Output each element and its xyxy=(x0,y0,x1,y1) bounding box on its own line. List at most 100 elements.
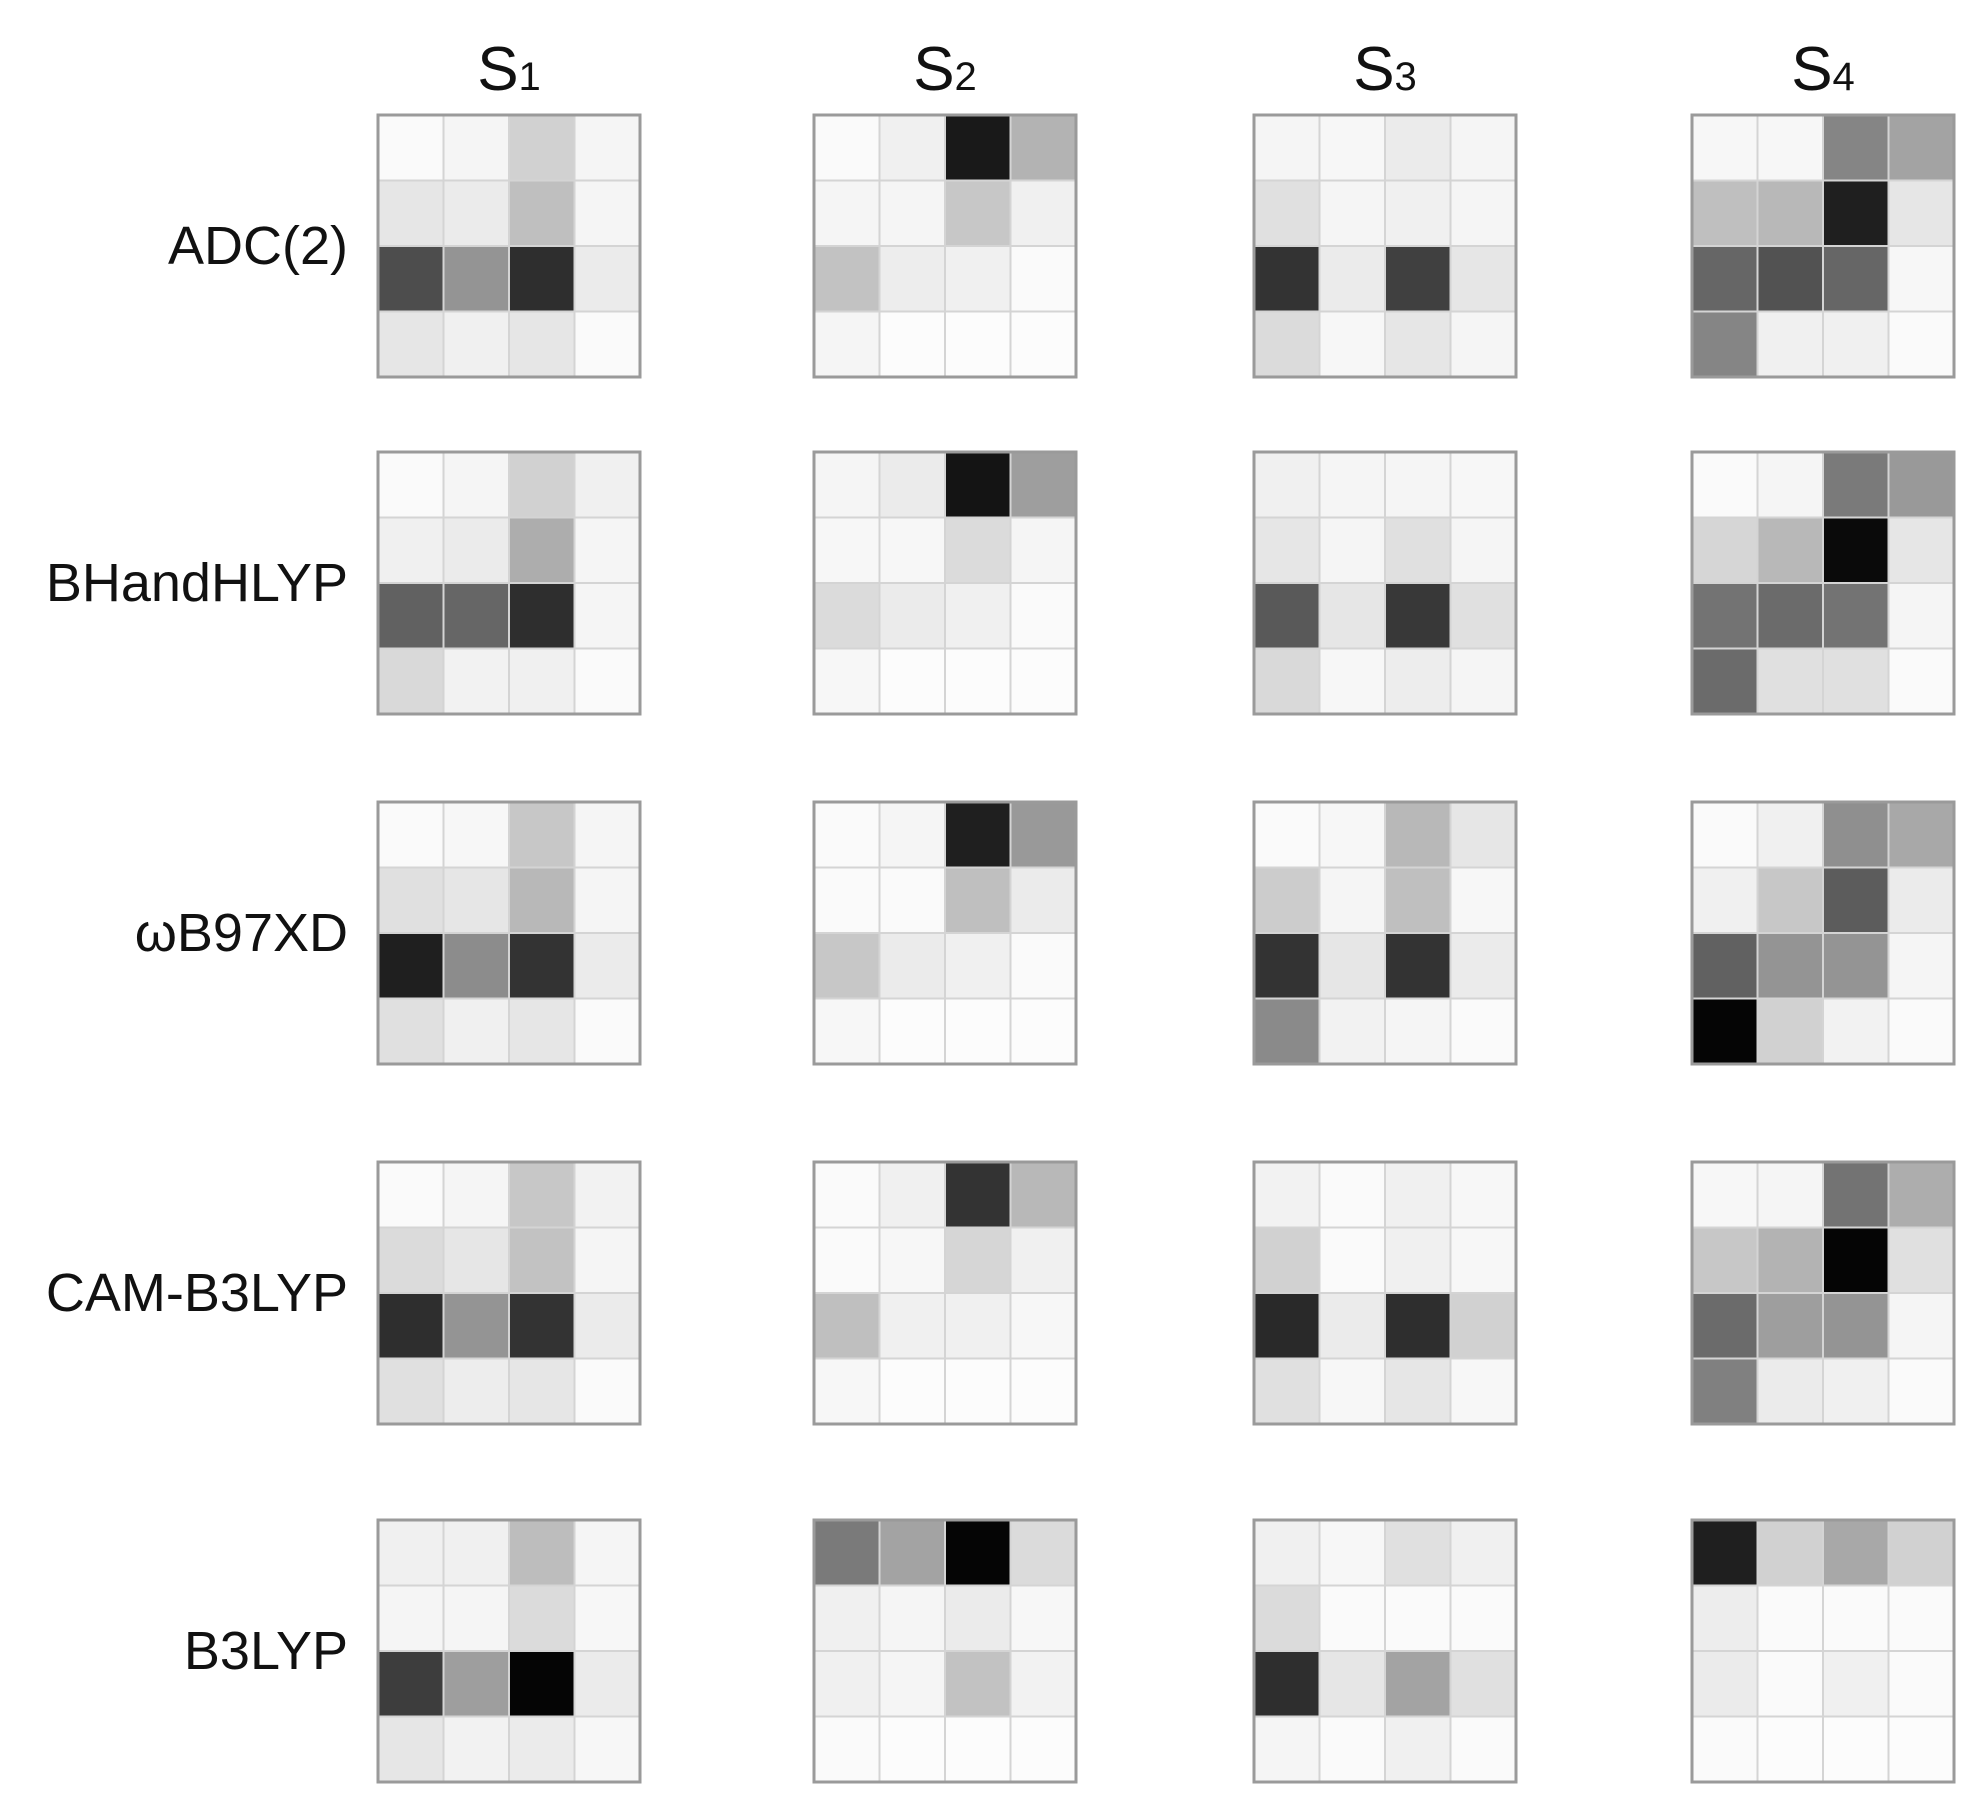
heatmap-cell xyxy=(813,1357,881,1425)
heatmap-cell xyxy=(813,1519,881,1587)
heatmap-cell xyxy=(377,114,445,182)
heatmap-cell xyxy=(1887,997,1955,1065)
heatmap-cell xyxy=(1691,114,1759,182)
heatmap-cell xyxy=(813,1161,881,1229)
heatmap-cell xyxy=(1822,582,1890,650)
heatmap-cell xyxy=(508,1292,576,1360)
heatmap-cell xyxy=(508,179,576,247)
heatmap-cell xyxy=(442,1161,510,1229)
heatmap-cell xyxy=(1384,310,1452,378)
heatmap-cell xyxy=(1384,1226,1452,1294)
heatmap-cell xyxy=(1253,179,1321,247)
heatmap-cell xyxy=(573,582,641,650)
heatmap-cell xyxy=(377,1292,445,1360)
heatmap-cell xyxy=(1253,1715,1321,1783)
heatmap-cell xyxy=(1384,866,1452,934)
heatmap-cell xyxy=(377,647,445,715)
heatmap-cell xyxy=(944,1292,1012,1360)
heatmap-cell xyxy=(1009,1715,1077,1783)
heatmap-cell xyxy=(377,179,445,247)
heatmap-cell xyxy=(878,245,946,313)
panel-frame xyxy=(1252,113,1518,379)
heatmap-cell xyxy=(1887,516,1955,584)
heatmap-cell xyxy=(1822,245,1890,313)
heatmap-cell xyxy=(1822,997,1890,1065)
heatmap-cell xyxy=(813,866,881,934)
heatmap-cell xyxy=(1449,114,1517,182)
heatmap-cell xyxy=(1318,997,1386,1065)
heatmap-cell xyxy=(1822,516,1890,584)
heatmap-cell xyxy=(1756,245,1824,313)
heatmap-cell xyxy=(1009,179,1077,247)
heatmap-cell xyxy=(1318,310,1386,378)
heatmap-cell xyxy=(442,245,510,313)
heatmap-cell xyxy=(508,1226,576,1294)
heatmap-cell xyxy=(1253,1650,1321,1718)
heatmap-cell xyxy=(1691,1715,1759,1783)
heatmap-cell xyxy=(1691,932,1759,1000)
heatmap-cell xyxy=(573,1519,641,1587)
heatmap-cell xyxy=(1009,1226,1077,1294)
heatmap-cell xyxy=(1318,1292,1386,1360)
heatmap-cell xyxy=(944,179,1012,247)
heatmap-cell xyxy=(1822,1584,1890,1652)
heatmap-cell xyxy=(1691,1161,1759,1229)
heatmap-cell xyxy=(1449,1292,1517,1360)
panel-frame xyxy=(376,1160,642,1426)
heatmap-cell xyxy=(573,1715,641,1783)
heatmap-cell xyxy=(1449,310,1517,378)
heatmap-cell xyxy=(1449,179,1517,247)
panel-frame xyxy=(1690,450,1956,716)
heatmap-cell xyxy=(442,932,510,1000)
heatmap-cell xyxy=(442,1584,510,1652)
heatmap-cell xyxy=(813,801,881,869)
panel-frame xyxy=(1690,1518,1956,1784)
heatmap-cell xyxy=(1822,1519,1890,1587)
heatmap-cell xyxy=(1253,245,1321,313)
panel-frame xyxy=(376,1518,642,1784)
heatmap-cell xyxy=(1384,932,1452,1000)
heatmap-cell xyxy=(813,114,881,182)
heatmap-cell xyxy=(1822,1226,1890,1294)
heatmap-cell xyxy=(1009,1519,1077,1587)
heatmap-cell xyxy=(1887,801,1955,869)
heatmap-cell xyxy=(508,1519,576,1587)
heatmap-cell xyxy=(377,451,445,519)
heatmap-cell xyxy=(442,1715,510,1783)
heatmap-cell xyxy=(1449,647,1517,715)
heatmap-cell xyxy=(1756,866,1824,934)
heatmap-cell xyxy=(813,1226,881,1294)
heatmap-cell xyxy=(1009,801,1077,869)
heatmap-cell xyxy=(1384,1715,1452,1783)
heatmap-cell xyxy=(944,932,1012,1000)
heatmap-cell xyxy=(442,582,510,650)
heatmap-cell xyxy=(573,801,641,869)
heatmap-cell xyxy=(944,1226,1012,1294)
heatmap-cell xyxy=(944,647,1012,715)
heatmap-cell xyxy=(377,245,445,313)
heatmap-cell xyxy=(1318,451,1386,519)
heatmap-cell xyxy=(813,310,881,378)
heatmap-panels xyxy=(376,113,1956,1784)
heatmap-cell xyxy=(1449,801,1517,869)
heatmap-cell xyxy=(1756,310,1824,378)
heatmap-panel-BHandHLYP-S3 xyxy=(1252,450,1518,716)
heatmap-cell xyxy=(1384,1584,1452,1652)
panel-frame xyxy=(376,800,642,1066)
heatmap-cell xyxy=(1009,1161,1077,1229)
heatmap-cell xyxy=(1318,801,1386,869)
heatmap-cell xyxy=(1822,1161,1890,1229)
heatmap-cell xyxy=(1253,1292,1321,1360)
heatmap-cell xyxy=(573,866,641,934)
heatmap-cell xyxy=(813,1292,881,1360)
heatmap-cell xyxy=(1449,582,1517,650)
heatmap-cell xyxy=(1449,1161,1517,1229)
heatmap-panel-CAM-B3LYP-S2 xyxy=(812,1160,1078,1426)
heatmap-cell xyxy=(573,179,641,247)
heatmap-cell xyxy=(573,516,641,584)
heatmap-panel-BHandHLYP-S4 xyxy=(1690,450,1956,716)
heatmap-cell xyxy=(944,866,1012,934)
heatmap-cell xyxy=(1449,1584,1517,1652)
heatmap-cell xyxy=(1887,245,1955,313)
heatmap-cell xyxy=(573,997,641,1065)
